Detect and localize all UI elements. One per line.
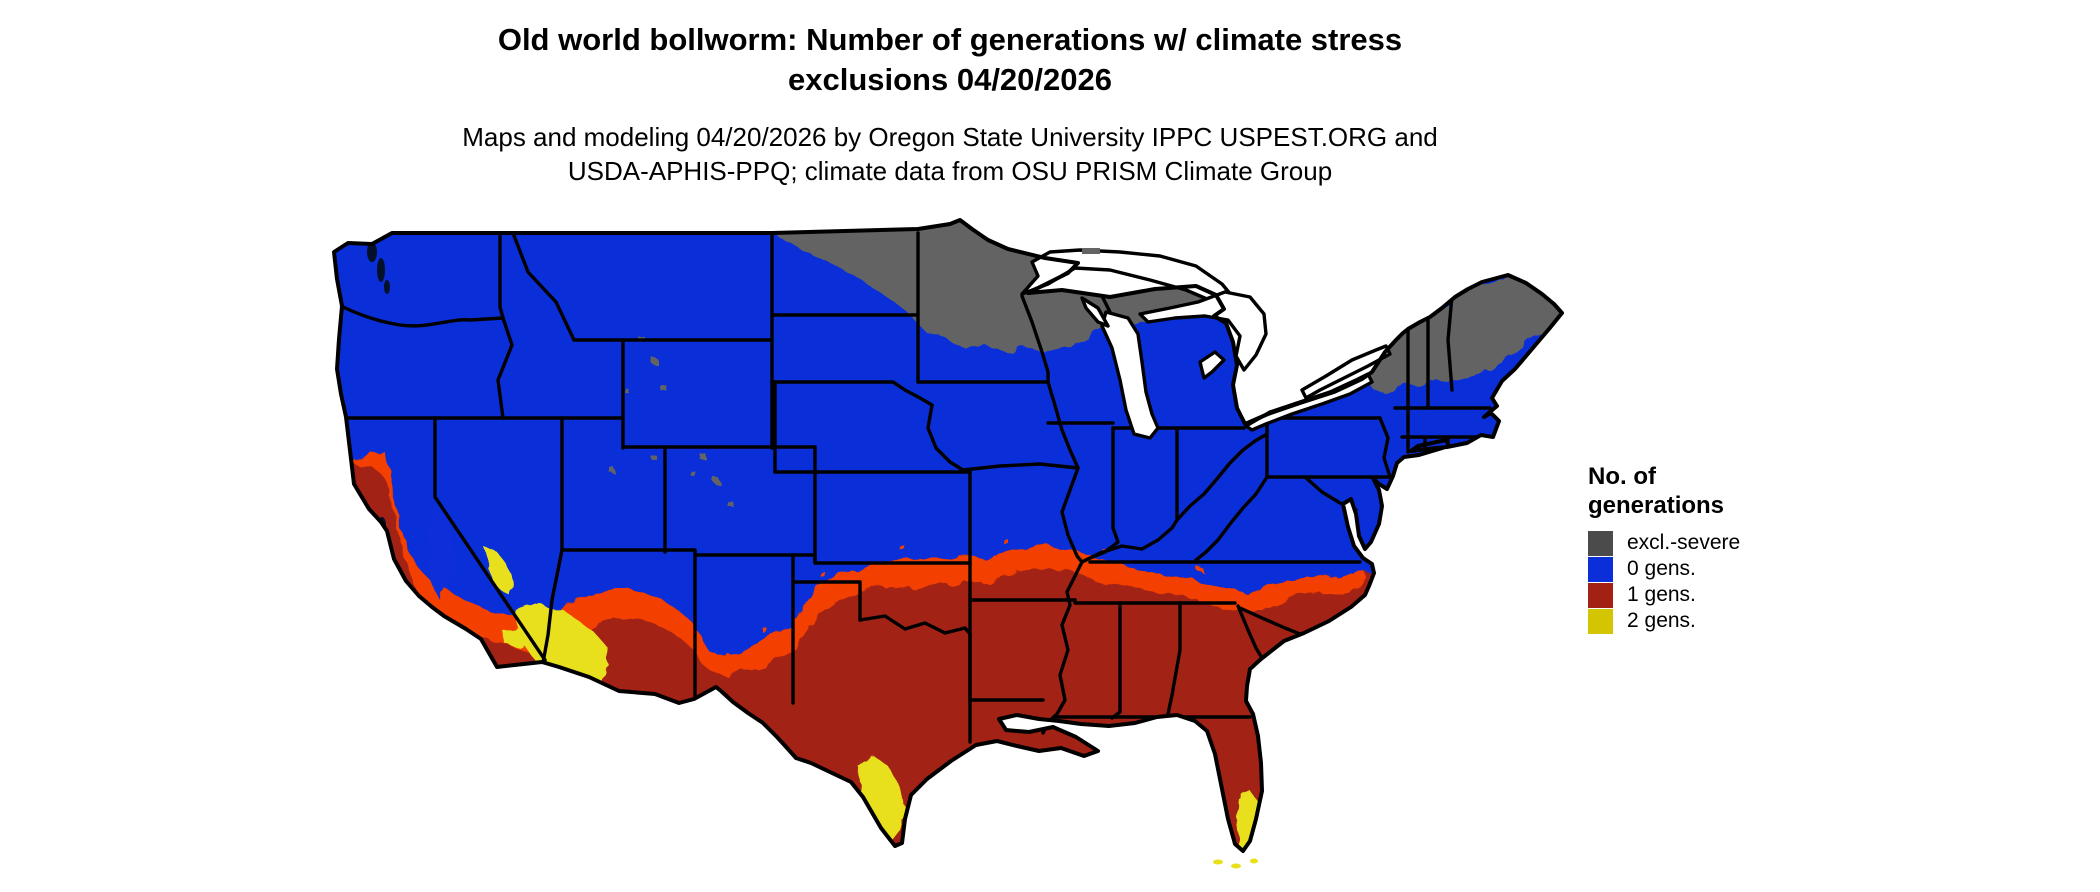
legend-item-label: excl.-severe <box>1627 531 1741 554</box>
two-gens-ca-streak <box>485 548 514 594</box>
legend-item-1-gens: 1 gens. <box>1588 582 1828 608</box>
lake-huron <box>1138 290 1268 372</box>
legend: No. of generations excl.-severe 0 gens. … <box>1588 462 1828 634</box>
transition-orange-fringe <box>352 450 1368 676</box>
excl-severe-swatch-icon <box>1588 530 1613 556</box>
two-gens-ca-valley-spot <box>502 628 530 648</box>
lake-ontario <box>1300 344 1392 400</box>
map-subtitle-line2: USDA-APHIS-PPQ; climate data from OSU PR… <box>567 156 1333 186</box>
map-color-regions <box>334 220 1562 851</box>
legend-item-0-gens: 0 gens. <box>1588 556 1828 582</box>
map-title-line1: Old world bollworm: Number of generation… <box>497 22 1403 57</box>
map-title-line2: exclusions 04/20/2026 <box>787 62 1112 97</box>
green-bay <box>1080 296 1110 328</box>
state-borders <box>341 231 1492 744</box>
legend-title: No. of generations <box>1588 463 1725 519</box>
sierra-blue-pocket <box>427 500 455 600</box>
map-subtitle: Maps and modeling 04/20/2026 by Oregon S… <box>250 120 1650 188</box>
legend-item-label: 0 gens. <box>1627 557 1696 580</box>
isle-royale <box>1082 248 1100 254</box>
legend-item-2-gens: 2 gens. <box>1588 608 1828 634</box>
excl-severe-northeast-region <box>1352 275 1562 393</box>
map-title: Old world bollworm: Number of generation… <box>250 20 1650 100</box>
two-gens-swatch-icon <box>1588 608 1613 634</box>
legend-item-excl-severe: excl.-severe <box>1588 530 1828 556</box>
zero-gens-swatch-icon <box>1588 556 1613 582</box>
one-gen-swatch-icon <box>1588 582 1613 608</box>
saginaw-bay <box>1198 350 1226 380</box>
florida-keys-dots <box>1213 858 1258 869</box>
legend-item-label: 2 gens. <box>1627 609 1696 632</box>
two-gens-south-texas-patch <box>855 756 905 847</box>
map-subtitle-line1: Maps and modeling 04/20/2026 by Oregon S… <box>462 122 1438 152</box>
lake-michigan <box>1100 310 1160 440</box>
legend-item-label: 1 gens. <box>1627 583 1696 606</box>
us-outline <box>332 218 1564 853</box>
